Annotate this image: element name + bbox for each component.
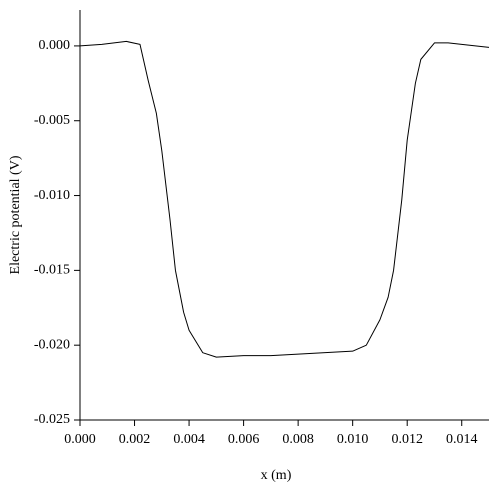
x-tick-label: 0.014: [446, 432, 478, 447]
line: [79, 40, 490, 358]
x-tick-label: 0.006: [228, 432, 260, 447]
x-tick-label: 0.008: [282, 432, 314, 447]
y-tick-label: -0.010: [34, 188, 70, 203]
x-tick-label: 0.010: [337, 432, 369, 447]
x-axis-label: x (m): [261, 468, 292, 483]
y-tick-label: -0.020: [34, 337, 70, 352]
y-tick-label: 0.000: [39, 38, 71, 53]
y-tick-label: -0.015: [34, 263, 70, 278]
x-tick-label: 0.004: [173, 432, 205, 447]
y-tick-label: -0.025: [34, 412, 70, 427]
y-tick-label: -0.005: [34, 113, 70, 128]
x-tick-label: 0.000: [64, 432, 96, 447]
x-tick-label: 0.002: [119, 432, 151, 447]
y-axis-label: Electric potential (V): [8, 155, 23, 274]
x-tick-label: 0.012: [391, 432, 423, 447]
